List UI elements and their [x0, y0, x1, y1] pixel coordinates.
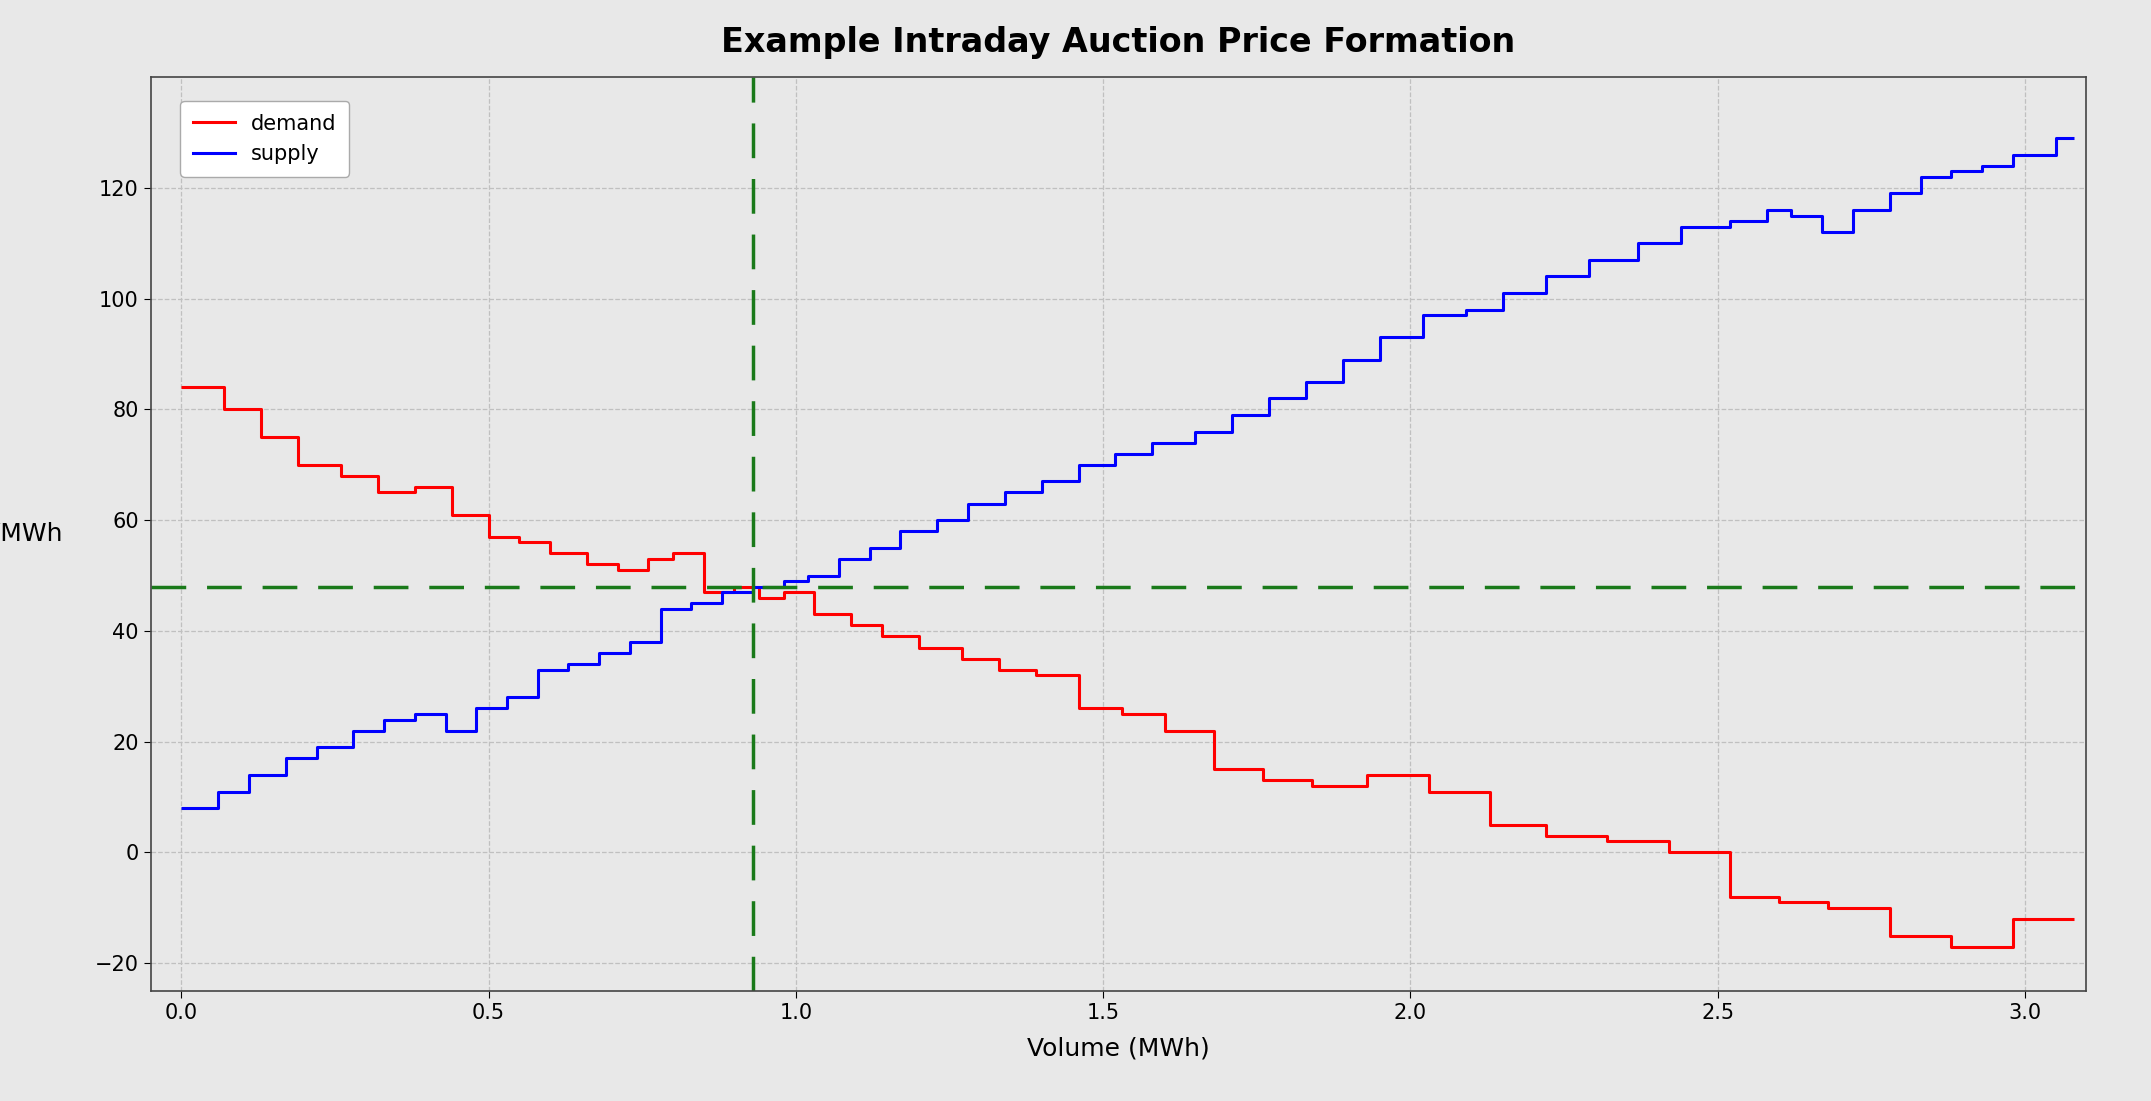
supply — [1938, 165, 1964, 178]
demand — [1656, 846, 1682, 859]
supply — [2061, 131, 2086, 144]
demand — [168, 381, 194, 394]
demand — [2000, 913, 2026, 926]
supply — [2043, 131, 2069, 144]
Legend: demand, supply: demand, supply — [181, 101, 348, 176]
demand — [1938, 940, 1964, 953]
demand — [2061, 913, 2086, 926]
X-axis label: Volume (MWh): Volume (MWh) — [1028, 1037, 1209, 1060]
demand — [660, 553, 686, 566]
supply — [1028, 486, 1054, 499]
Line: demand: demand — [181, 388, 2074, 947]
Line: supply: supply — [181, 138, 2074, 808]
demand — [1299, 780, 1325, 793]
supply — [2000, 148, 2026, 161]
demand — [402, 480, 428, 493]
supply — [168, 802, 194, 815]
supply — [1491, 303, 1516, 316]
supply — [955, 497, 981, 510]
Y-axis label: €/MWh: €/MWh — [0, 522, 65, 546]
supply — [678, 597, 703, 610]
demand — [1716, 890, 1742, 903]
Title: Example Intraday Auction Price Formation: Example Intraday Auction Price Formation — [721, 26, 1516, 59]
